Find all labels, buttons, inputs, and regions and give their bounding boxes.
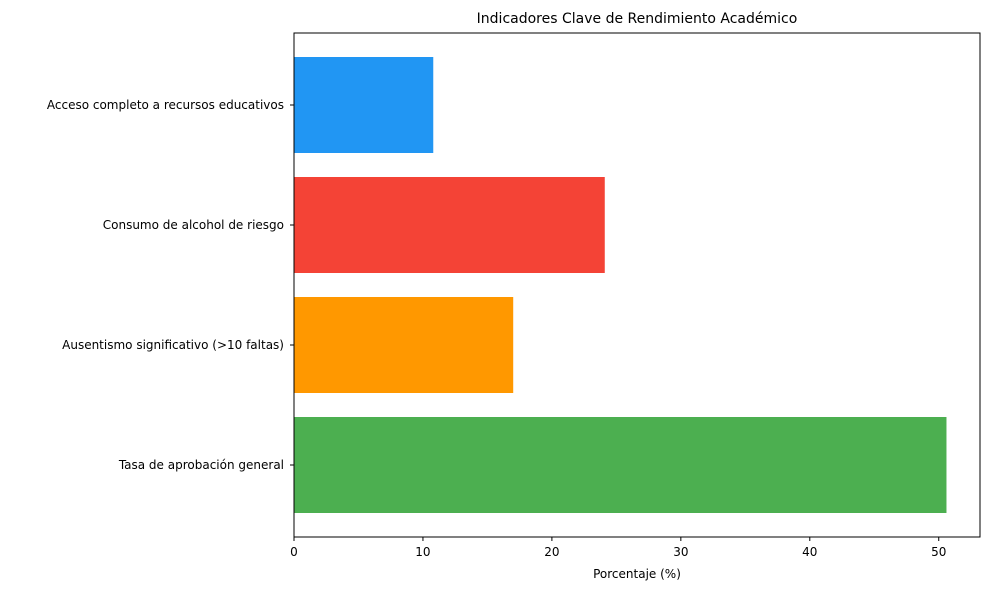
bars-group (294, 57, 947, 513)
x-tick-label-3: 30 (673, 545, 688, 559)
plot-frame (293, 32, 981, 538)
x-axis-ticks: 0 10 20 30 40 50 (290, 537, 946, 559)
bar-2 (294, 177, 605, 273)
bar-0 (294, 417, 947, 513)
bar-3 (294, 57, 434, 153)
y-tick-label-0: Tasa de aprobación general (118, 458, 284, 472)
chart-title: Indicadores Clave de Rendimiento Académi… (477, 11, 798, 27)
category-labels: Tasa de aprobación general Ausentismo sig… (47, 98, 294, 472)
x-tick-label-2: 20 (544, 545, 559, 559)
x-tick-label-0: 0 (290, 545, 298, 559)
y-tick-label-2: Consumo de alcohol de riesgo (103, 218, 284, 232)
x-tick-label-4: 40 (802, 545, 817, 559)
x-axis-label: Porcentaje (%) (593, 567, 681, 581)
bar-1 (294, 297, 514, 393)
y-tick-label-1: Ausentismo significativo (>10 faltas) (62, 338, 284, 352)
x-tick-label-5: 50 (931, 545, 946, 559)
x-tick-label-1: 10 (415, 545, 430, 559)
y-tick-label-3: Acceso completo a recursos educativos (47, 98, 284, 112)
